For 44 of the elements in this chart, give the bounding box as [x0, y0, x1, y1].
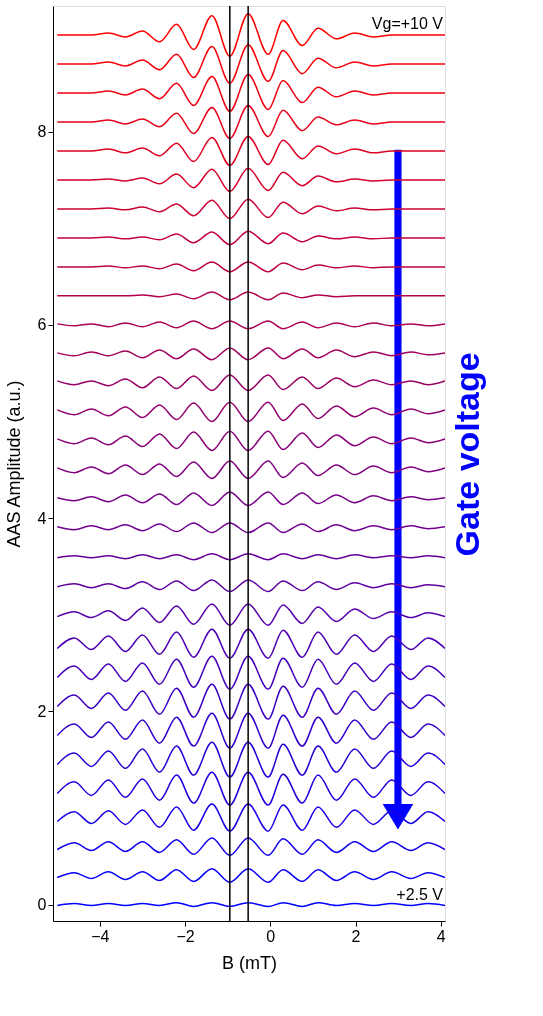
- line-series: [56, 104, 445, 140]
- x-tick-label: 0: [266, 927, 276, 945]
- x-axis-title: B (mT): [222, 952, 277, 973]
- line-series: [56, 230, 445, 246]
- line-series: [56, 655, 445, 690]
- y-tick-label: 8: [37, 123, 47, 141]
- line-series: [56, 401, 445, 423]
- line-series: [56, 198, 445, 220]
- line-series: [56, 491, 445, 507]
- line-series: [56, 167, 445, 193]
- line-series: [56, 771, 445, 806]
- y-tick-label: 6: [37, 316, 47, 334]
- line-series: [56, 741, 445, 778]
- line-series: [56, 460, 445, 480]
- line-series: [56, 347, 445, 361]
- x-tick-label: −4: [91, 927, 110, 945]
- line-series: [56, 291, 445, 301]
- y-tick-label: 2: [37, 702, 47, 720]
- line-series: [56, 712, 445, 749]
- line-series: [56, 320, 445, 330]
- line-series: [56, 261, 445, 273]
- line-series: [56, 683, 445, 720]
- line-series: [56, 868, 445, 884]
- x-tick-label: 2: [351, 927, 361, 945]
- line-series: [56, 135, 445, 167]
- x-tick-label: −2: [176, 927, 195, 945]
- y-axis-title: AAS Amplitude (a.u.): [3, 380, 24, 548]
- line-series: [56, 43, 445, 85]
- line-series: [56, 12, 445, 57]
- series-label: +2.5 V: [396, 885, 444, 903]
- line-series: [56, 837, 445, 857]
- series-label: Vg=+10 V: [371, 14, 444, 32]
- line-series: [56, 522, 445, 534]
- y-tick-label: 0: [37, 896, 47, 914]
- x-tick-label: 4: [436, 927, 446, 945]
- y-tick-label: 4: [37, 509, 47, 527]
- line-series: [56, 73, 445, 113]
- text: Gate voltage: [448, 352, 486, 557]
- line-series: [56, 579, 445, 593]
- line-series: [56, 803, 445, 832]
- line-series: [56, 374, 445, 392]
- line-series: [56, 430, 445, 452]
- line-series: [56, 628, 445, 659]
- line-series: [56, 603, 445, 627]
